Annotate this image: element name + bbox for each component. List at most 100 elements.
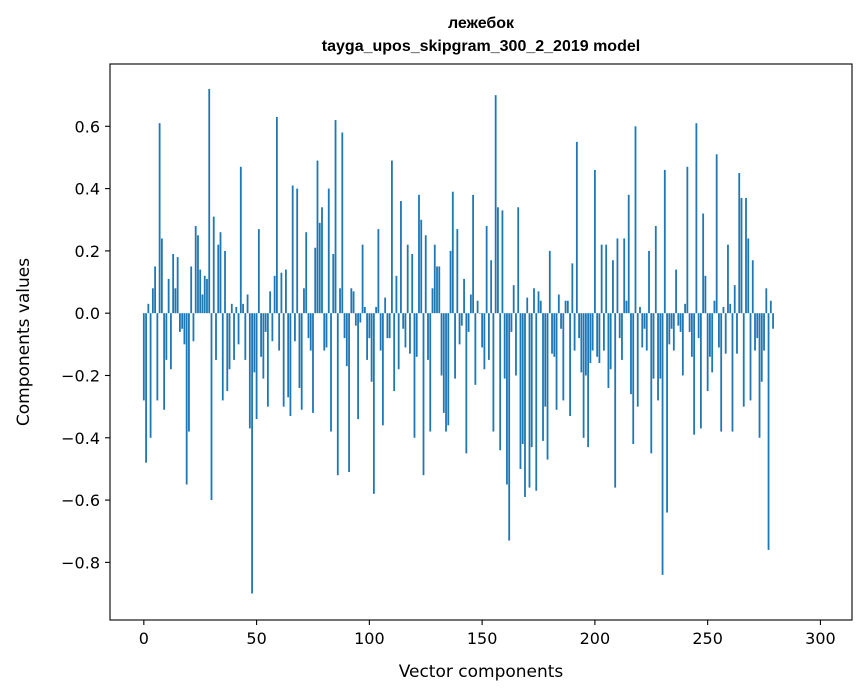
bar (515, 313, 517, 376)
bar (609, 313, 612, 370)
bar (294, 313, 296, 342)
bar (510, 313, 513, 332)
bar (210, 313, 213, 501)
bar (756, 313, 759, 339)
bar (321, 207, 323, 314)
bar (720, 313, 723, 432)
bar (325, 313, 328, 348)
y-axis: −0.8 −0.6 −0.4 −0.2 0.0 0.2 0.4 0.6 (61, 117, 110, 572)
bar (201, 294, 204, 314)
bar (524, 313, 526, 497)
bar (442, 313, 445, 413)
bar (352, 291, 355, 314)
bar (548, 250, 551, 314)
bar (639, 306, 641, 314)
bar (623, 238, 626, 314)
bar (145, 313, 147, 463)
bar (406, 244, 409, 314)
bar (526, 297, 529, 314)
bar (427, 313, 429, 360)
bar (499, 313, 502, 451)
bar (251, 313, 253, 594)
bar (327, 188, 330, 314)
bar (323, 313, 326, 351)
bar (650, 313, 653, 454)
bar (497, 207, 499, 314)
bar (372, 313, 375, 494)
bar (208, 88, 211, 314)
bar (587, 313, 590, 448)
bar (456, 229, 459, 314)
bar (675, 269, 677, 314)
bar (580, 313, 583, 373)
bar (440, 313, 443, 376)
bar (215, 313, 217, 360)
bar (654, 225, 657, 314)
bar (142, 313, 145, 401)
bar (481, 313, 484, 348)
bar (517, 207, 520, 314)
bar (591, 313, 594, 351)
bar (393, 313, 396, 392)
bar (711, 313, 714, 373)
bar (285, 269, 287, 314)
bar (224, 250, 226, 314)
bar (160, 238, 163, 314)
bar (738, 173, 741, 314)
bar (418, 194, 420, 314)
bar (316, 160, 319, 314)
bar (391, 160, 393, 314)
bar (769, 300, 772, 314)
y-tick-label: 0.0 (75, 304, 100, 323)
bar (449, 250, 452, 314)
bar (235, 306, 238, 314)
bar (677, 313, 680, 326)
bar (564, 300, 567, 314)
bar (151, 288, 154, 314)
bar (278, 313, 281, 351)
y-tick-label: −0.4 (61, 429, 100, 448)
bar (429, 313, 432, 432)
bar (478, 313, 481, 314)
bar (185, 313, 188, 485)
bar (535, 313, 538, 491)
bar (593, 169, 596, 314)
bar (474, 313, 477, 385)
bar (370, 313, 373, 382)
x-axis: 0 50 100 150 200 250 300 (139, 620, 836, 648)
bar (699, 313, 702, 429)
bar (262, 313, 265, 379)
bar (395, 275, 398, 314)
bar (645, 313, 648, 351)
bar (598, 313, 601, 364)
bar (242, 303, 244, 314)
bar (476, 300, 479, 314)
bar (625, 300, 628, 314)
bar (709, 313, 711, 357)
bar (661, 313, 664, 575)
bar (339, 288, 341, 314)
bar (679, 313, 682, 332)
bar (551, 313, 553, 354)
bar (657, 313, 659, 401)
bar (194, 225, 197, 314)
bar (354, 313, 357, 326)
bar (266, 313, 269, 407)
bar (618, 313, 621, 339)
bar (578, 313, 580, 339)
x-tick-label: 300 (805, 629, 836, 648)
bar (381, 313, 384, 426)
bar (388, 313, 391, 339)
bar (494, 95, 497, 314)
bar (530, 313, 533, 448)
bar (305, 232, 308, 314)
bar (221, 313, 224, 401)
bar (158, 123, 161, 314)
bar (253, 313, 256, 373)
bar (300, 313, 303, 410)
bar (350, 288, 353, 314)
x-tick-label: 150 (467, 629, 498, 648)
bar (181, 313, 184, 329)
bar (490, 260, 493, 314)
bar (264, 313, 267, 332)
